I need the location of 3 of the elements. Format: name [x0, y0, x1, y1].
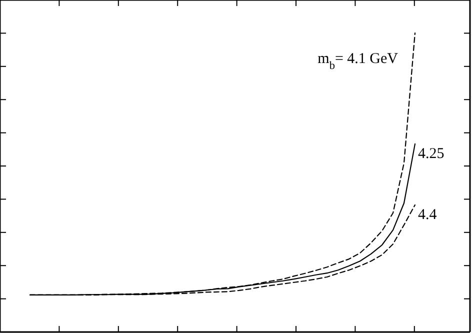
- series-label: 4.25: [418, 146, 444, 162]
- series-label: 4.4: [418, 206, 438, 223]
- series-label: m$_{b}$= 4.1 GeV: [318, 51, 398, 72]
